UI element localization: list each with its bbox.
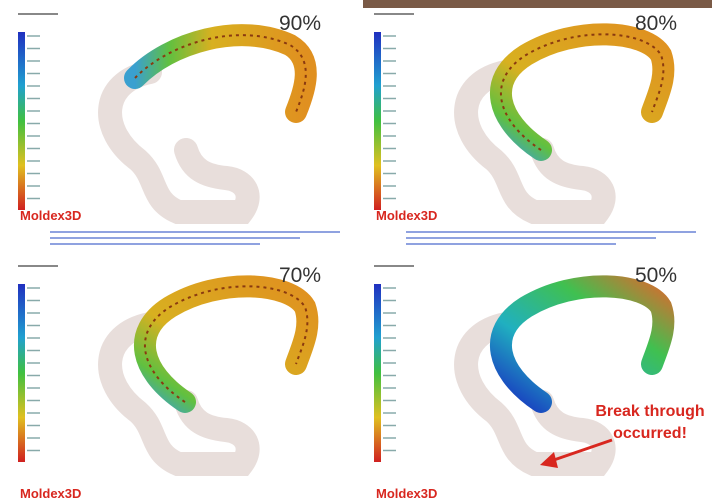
fill-front — [145, 286, 307, 402]
panel: 70% Moldex3D — [18, 264, 321, 501]
logo: Moldex3D — [20, 486, 81, 501]
top-bar — [363, 0, 712, 8]
fill-front — [501, 286, 663, 402]
panel-label: 50% — [635, 264, 677, 287]
legend-bar — [374, 284, 381, 462]
legend-bar — [374, 32, 381, 210]
panel: 90% Moldex3D — [18, 12, 340, 244]
legend-bar — [18, 32, 25, 210]
annotation: Break through — [595, 403, 704, 420]
figure: 90% Moldex3D 80% Moldex3D 70% Moldex3D 50% Mold… — [0, 0, 712, 503]
logo: Moldex3D — [20, 208, 81, 223]
panel-label: 70% — [279, 264, 321, 287]
logo: Moldex3D — [376, 486, 437, 501]
part-outline — [110, 72, 248, 212]
panels: 90% Moldex3D 80% Moldex3D 70% Moldex3D 50% Mold… — [18, 12, 696, 501]
panel-label: 90% — [279, 12, 321, 35]
panel-label: 80% — [635, 12, 677, 35]
logo: Moldex3D — [376, 208, 437, 223]
annotation: occurred! — [613, 425, 687, 442]
fill-front — [501, 34, 663, 150]
panel: 80% Moldex3D — [374, 12, 696, 244]
legend-bar — [18, 284, 25, 462]
panel: 50% Moldex3D — [374, 264, 677, 501]
